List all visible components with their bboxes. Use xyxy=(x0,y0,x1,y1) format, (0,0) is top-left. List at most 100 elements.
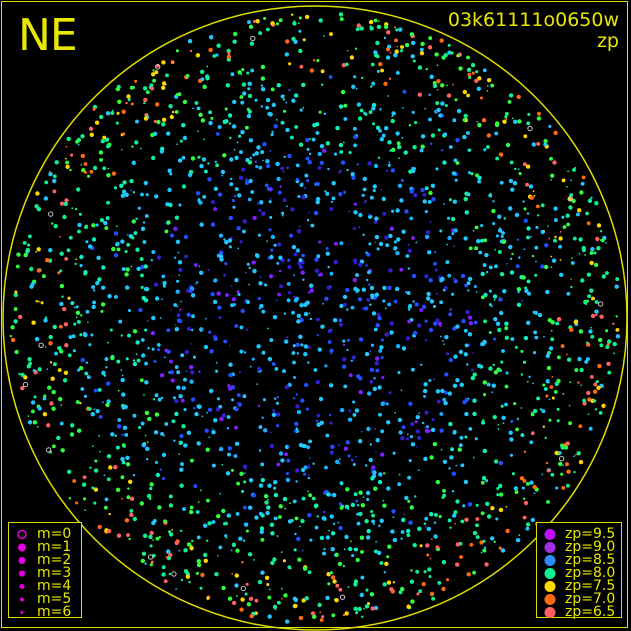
star-point xyxy=(298,29,302,33)
star-point xyxy=(257,297,261,301)
star-point xyxy=(592,389,598,394)
star-point xyxy=(466,281,471,286)
star-point xyxy=(166,549,171,554)
star-point xyxy=(239,607,244,612)
star-point xyxy=(144,380,149,385)
star-point xyxy=(88,343,92,347)
star-point xyxy=(329,571,334,575)
star-point xyxy=(566,357,572,362)
star-point xyxy=(92,300,97,305)
star-point xyxy=(230,385,235,390)
star-point xyxy=(376,69,380,73)
star-point xyxy=(556,355,561,360)
star-point xyxy=(172,61,175,64)
star-point xyxy=(439,300,444,305)
star-point xyxy=(566,291,571,296)
star-point xyxy=(498,507,504,513)
star-point xyxy=(463,196,468,202)
star-point xyxy=(486,90,489,92)
star-point xyxy=(439,335,442,338)
star-point xyxy=(240,597,245,602)
star-point xyxy=(398,430,403,435)
star-point xyxy=(371,106,376,111)
star-point xyxy=(197,130,199,133)
star-point xyxy=(205,498,210,503)
star-point xyxy=(205,539,209,542)
star-point xyxy=(526,279,531,284)
star-point xyxy=(420,41,425,47)
star-point xyxy=(113,294,118,299)
star-point xyxy=(387,95,390,97)
star-point xyxy=(236,290,240,294)
star-point xyxy=(412,300,415,303)
star-point xyxy=(135,353,138,356)
star-point xyxy=(371,519,376,524)
star-point xyxy=(573,319,579,325)
star-point xyxy=(248,24,254,29)
star-point xyxy=(234,187,239,192)
color-legend-marker xyxy=(544,581,556,592)
size-legend-marker xyxy=(20,611,24,614)
star-point xyxy=(395,251,400,256)
size-legend-marker xyxy=(17,543,27,552)
star-point xyxy=(328,383,334,388)
star-point xyxy=(375,323,380,328)
star-point xyxy=(470,62,476,68)
star-point xyxy=(120,239,125,244)
star-point xyxy=(117,389,120,392)
star-point xyxy=(342,339,346,343)
star-point xyxy=(429,299,435,304)
star-point xyxy=(477,363,482,368)
color-legend-label: zp=7.5 xyxy=(565,578,616,594)
star-point xyxy=(242,394,247,399)
star-point xyxy=(380,338,385,342)
star-point xyxy=(306,179,310,183)
star-point xyxy=(454,178,458,182)
star-point xyxy=(535,260,537,263)
star-point xyxy=(88,126,94,131)
star-point xyxy=(149,487,153,491)
star-point xyxy=(59,301,64,307)
star-point xyxy=(215,163,220,168)
star-point xyxy=(74,207,78,211)
star-point xyxy=(247,20,251,25)
star-point xyxy=(475,535,480,540)
star-point xyxy=(350,502,356,508)
star-point xyxy=(291,98,296,104)
star-point xyxy=(237,70,242,75)
star-point xyxy=(458,443,463,448)
star-point xyxy=(275,22,280,26)
star-point xyxy=(483,319,488,324)
star-point xyxy=(92,107,96,111)
star-point xyxy=(144,113,148,116)
star-point xyxy=(144,214,149,218)
star-point xyxy=(515,264,520,269)
star-point xyxy=(174,411,179,417)
star-point xyxy=(553,206,558,211)
star-point xyxy=(225,471,231,476)
star-point xyxy=(85,309,90,314)
star-point xyxy=(310,223,315,228)
star-point xyxy=(254,151,259,156)
star-point xyxy=(594,408,598,411)
star-point xyxy=(242,219,247,224)
star-point xyxy=(261,416,264,419)
star-point xyxy=(30,400,36,405)
star-point xyxy=(225,83,230,88)
star-point-m0 xyxy=(339,594,346,600)
star-point xyxy=(560,344,565,349)
star-point xyxy=(398,590,403,595)
star-point xyxy=(532,351,537,355)
star-point xyxy=(189,289,193,293)
star-point xyxy=(167,187,172,193)
star-point xyxy=(545,379,550,384)
star-point xyxy=(161,122,166,127)
star-point xyxy=(37,406,42,411)
star-point xyxy=(199,163,204,169)
star-point xyxy=(102,401,104,404)
star-point xyxy=(160,431,165,436)
star-point xyxy=(408,401,413,406)
star-point xyxy=(496,493,500,497)
star-point xyxy=(184,254,189,259)
star-point xyxy=(406,528,411,534)
